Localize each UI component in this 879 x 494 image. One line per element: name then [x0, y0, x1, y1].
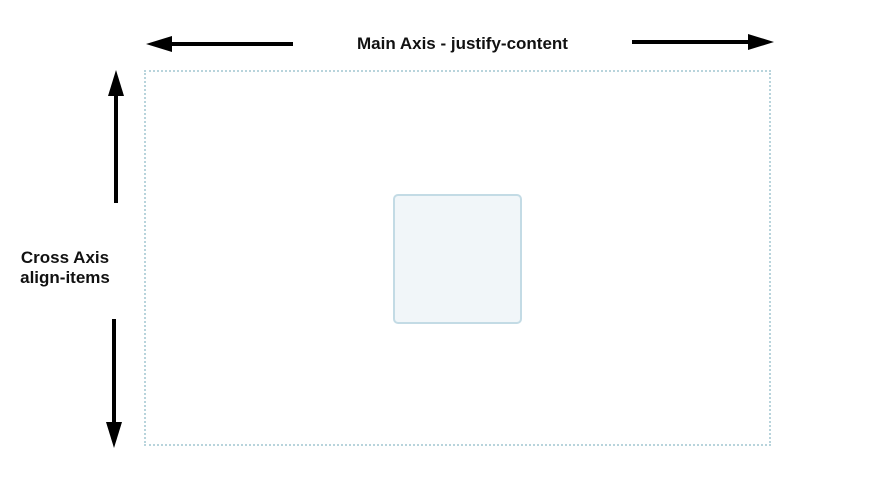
cross-axis-label-line2: align-items — [20, 268, 110, 287]
main-axis-label: Main Axis - justify-content — [357, 34, 568, 53]
flex-container-outline — [144, 70, 771, 446]
cross-axis-label-line1: Cross Axis — [20, 248, 110, 267]
main-axis-left-arrow — [146, 36, 293, 52]
cross-axis-up-arrow — [108, 70, 124, 203]
cross-axis-down-arrow — [106, 319, 122, 448]
flex-item-box — [393, 194, 522, 324]
main-axis-right-arrow — [632, 34, 774, 50]
cross-axis-label: Cross Axis align-items — [0, 248, 130, 288]
